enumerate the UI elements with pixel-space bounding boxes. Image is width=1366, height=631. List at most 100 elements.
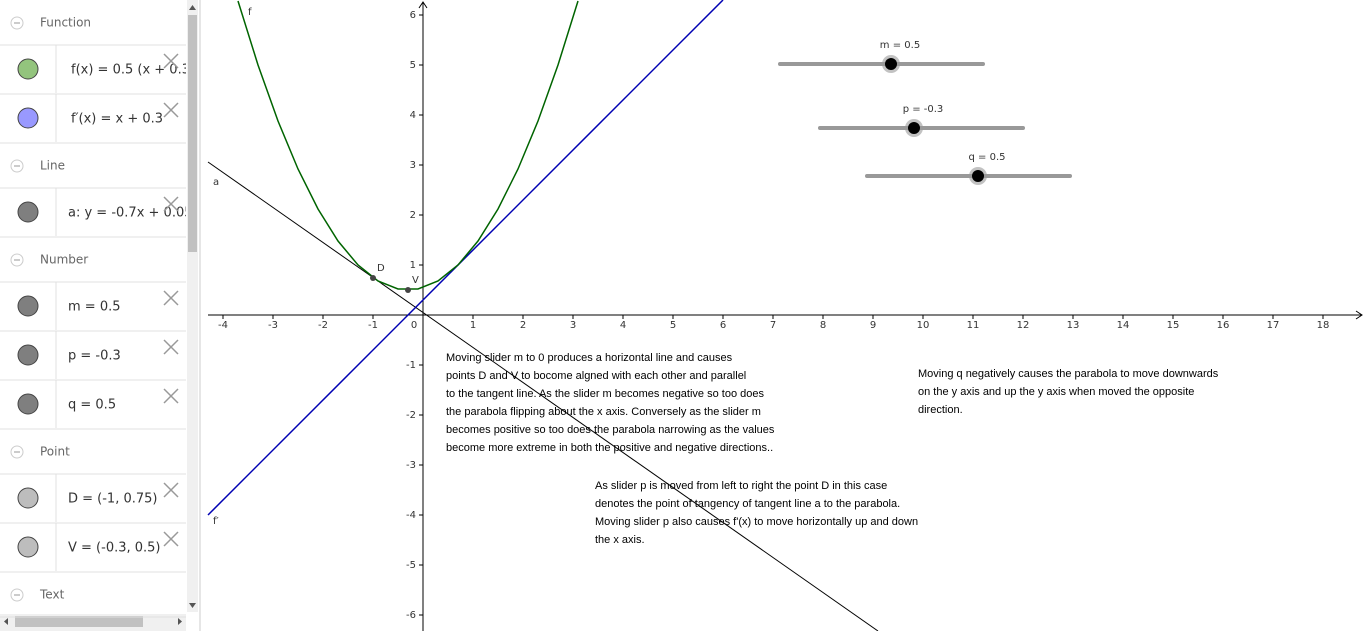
annotation-line: to the tangent line. As the slider m bec… — [446, 388, 764, 400]
delete-stroke — [163, 339, 179, 355]
y-tick-label: -2 — [406, 410, 416, 421]
y-tick-label: -5 — [406, 560, 416, 571]
algebra-entry[interactable]: p = -0.3 — [68, 349, 121, 364]
y-tick-label: 4 — [410, 110, 416, 121]
derivative-line[interactable] — [207, 0, 724, 516]
delete-stroke — [163, 53, 179, 69]
vertical-scrollbar[interactable] — [187, 0, 198, 612]
tangent-line[interactable] — [207, 161, 879, 631]
delete-stroke — [163, 290, 179, 306]
delete-stroke — [163, 531, 179, 547]
delete-stroke — [163, 102, 179, 118]
y-tick-label: 6 — [410, 10, 416, 21]
y-tick-label: -4 — [406, 510, 416, 521]
annotation-line: As slider p is moved from left to right … — [595, 480, 887, 492]
visibility-toggle[interactable] — [17, 107, 39, 129]
slider-knob[interactable] — [885, 58, 897, 70]
delete-stroke — [163, 482, 179, 498]
y-tick-label: -6 — [406, 610, 416, 621]
x-tick-label: 4 — [620, 320, 626, 331]
slider[interactable]: m = 0.5 — [778, 40, 985, 73]
annotation-line: direction. — [918, 404, 963, 416]
annotation-line: Moving q negatively causes the parabola … — [918, 368, 1219, 380]
y-tick-label: 1 — [410, 260, 416, 271]
point-label: D — [377, 263, 385, 274]
annotation-line: Moving slider p also causes f'(x) to mov… — [595, 516, 918, 528]
algebra-entry[interactable]: q = 0.5 — [68, 398, 116, 413]
visibility-toggle[interactable] — [17, 295, 39, 317]
point-label: V — [412, 275, 419, 286]
delete-button[interactable] — [163, 388, 179, 404]
graphics-view[interactable]: -4 -3 -2 -1 0 1 2 3 4 5 6 7 8 9 10 11 12 13 14 15 16 17 18-6-5… — [200, 0, 1366, 631]
x-tick-label: 14 — [1117, 320, 1130, 331]
x-tick-label: 5 — [670, 320, 676, 331]
visibility-toggle[interactable] — [17, 393, 39, 415]
annotation-line: denotes the point of tangency of tangent… — [595, 498, 900, 510]
x-tick-label: 6 — [720, 320, 726, 331]
x-tick-label: 11 — [967, 320, 980, 331]
annotation-line: on the y axis and up the y axis when mov… — [918, 386, 1194, 398]
point-d[interactable] — [370, 275, 376, 281]
slider[interactable]: p = -0.3 — [818, 104, 1025, 137]
x-tick-label: 17 — [1267, 320, 1280, 331]
x-tick-label: -1 — [368, 320, 378, 331]
slider-knob[interactable] — [908, 122, 920, 134]
group-title: Text — [39, 588, 65, 602]
y-tick-label: -3 — [406, 460, 416, 471]
x-tick-label: 8 — [820, 320, 826, 331]
horizontal-scroll-thumb[interactable] — [15, 616, 143, 627]
curve-label: f′ — [213, 516, 220, 527]
curve-label: f — [248, 7, 252, 18]
delete-button[interactable] — [163, 339, 179, 355]
delete-stroke — [163, 196, 179, 212]
slider-label: q = 0.5 — [969, 152, 1006, 163]
x-tick-label: 15 — [1167, 320, 1180, 331]
algebra-entry[interactable]: f′(x) = x + 0.3 — [71, 112, 163, 127]
x-axis-arrow — [1355, 310, 1363, 320]
visibility-toggle[interactable] — [17, 201, 39, 223]
x-tick-label: 2 — [520, 320, 526, 331]
scroll-down-arrow[interactable] — [189, 603, 196, 608]
scroll-up-arrow[interactable] — [189, 5, 196, 10]
visibility-toggle[interactable] — [17, 344, 39, 366]
slider[interactable]: q = 0.5 — [865, 152, 1072, 185]
algebra-entry[interactable]: a: y = -0.7x + 0.05 — [68, 206, 193, 221]
algebra-entry[interactable]: m = 0.5 — [68, 300, 121, 315]
delete-button[interactable] — [163, 196, 179, 212]
x-tick-label: 10 — [917, 320, 930, 331]
x-tick-label: 3 — [570, 320, 576, 331]
scroll-right-arrow[interactable] — [178, 618, 182, 625]
x-tick-label: 18 — [1317, 320, 1330, 331]
annotation-line: become more extreme in both the positive… — [446, 442, 773, 454]
algebra-entry[interactable]: V = (-0.3, 0.5) — [68, 541, 161, 556]
curve-label: a — [213, 177, 219, 188]
delete-button[interactable] — [163, 102, 179, 118]
vertical-scroll-thumb[interactable] — [188, 15, 197, 252]
slider-knob[interactable] — [972, 170, 984, 182]
scroll-left-arrow[interactable] — [4, 618, 8, 625]
group-title: Line — [40, 159, 65, 173]
y-tick-label: -1 — [406, 360, 416, 371]
group-title: Function — [40, 16, 91, 30]
x-tick-label: 12 — [1017, 320, 1030, 331]
delete-button[interactable] — [163, 482, 179, 498]
group-title: Number — [40, 253, 88, 267]
visibility-toggle[interactable] — [17, 58, 39, 80]
group-title: Point — [40, 445, 70, 459]
delete-button[interactable] — [163, 290, 179, 306]
algebra-entry[interactable]: f(x) = 0.5 (x + 0.3)² — [71, 63, 200, 78]
annotation-line: the parabola flipping about the x axis. … — [446, 406, 761, 418]
visibility-toggle[interactable] — [17, 487, 39, 509]
x-tick-label: -2 — [318, 320, 328, 331]
y-tick-label: 2 — [410, 210, 416, 221]
point-v[interactable] — [405, 287, 411, 293]
delete-button[interactable] — [163, 531, 179, 547]
algebra-entry[interactable]: D = (-1, 0.75) — [68, 492, 157, 507]
y-tick-label: 3 — [410, 160, 416, 171]
x-tick-label: 13 — [1067, 320, 1080, 331]
delete-button[interactable] — [163, 53, 179, 69]
x-tick-label: 1 — [470, 320, 476, 331]
visibility-toggle[interactable] — [17, 536, 39, 558]
